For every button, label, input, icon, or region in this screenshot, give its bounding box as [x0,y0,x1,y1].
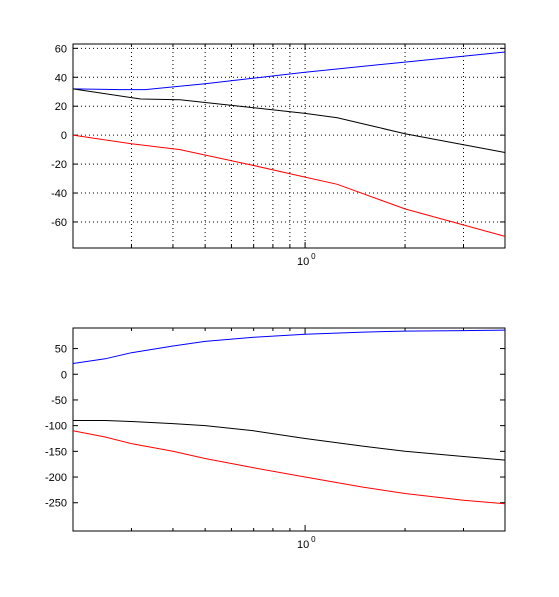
x-tick-label-base: 10 [297,539,309,551]
y-tick-label: -20 [51,159,67,171]
axes-box [72,327,506,532]
y-tick-label: 60 [55,43,67,55]
y-tick-label: -150 [45,446,67,458]
y-tick-label: 0 [61,130,67,142]
y-tick-label: -60 [51,217,67,229]
series-line [72,329,506,364]
x-tick-label-base: 10 [297,256,309,268]
y-tick-label: -250 [45,498,67,510]
series-line [73,420,506,461]
series-line [72,88,506,153]
y-tick-label: 20 [55,101,67,113]
y-tick-label: 40 [55,72,67,84]
series-line [72,51,506,91]
x-tick-label-exponent: 0 [311,252,316,261]
y-tick-label: -200 [45,472,67,484]
x-tick-label-exponent: 0 [311,535,316,544]
y-tick-label: 0 [61,369,67,381]
series-line [72,430,506,505]
y-tick-label: -50 [51,395,67,407]
y-tick-label: -40 [51,188,67,200]
series-line [72,134,506,237]
axes-box [72,43,506,249]
y-tick-label: -100 [45,421,67,433]
y-tick-label: 50 [55,344,67,356]
